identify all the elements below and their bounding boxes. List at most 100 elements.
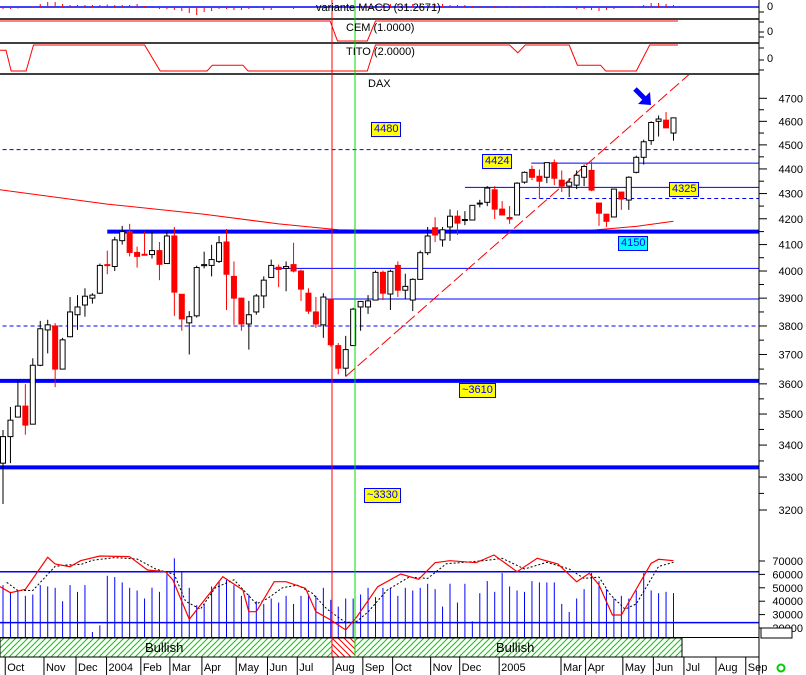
candle (506, 206, 513, 224)
candle-body (178, 293, 185, 320)
candle-body (67, 311, 74, 338)
month-label: Jul (686, 662, 700, 674)
candle (558, 170, 565, 193)
candle-body (305, 292, 312, 312)
candle (603, 213, 610, 227)
candle-body (439, 229, 446, 241)
candle (461, 211, 468, 226)
candle-body (335, 345, 342, 369)
candle-body (268, 264, 275, 278)
level-label-4424: 4424 (482, 154, 513, 169)
candle (81, 288, 88, 317)
scale-widget[interactable] (760, 627, 793, 639)
candle-body (134, 251, 141, 257)
candle-body (81, 295, 88, 306)
trend-strip (0, 637, 683, 658)
candle (424, 226, 431, 256)
price-plot-area (0, 75, 759, 504)
candle (536, 169, 543, 199)
candle-body (298, 270, 304, 290)
month-label: Nov (433, 662, 453, 674)
candle (342, 335, 349, 377)
oscillator-tick-label: 30000 (772, 610, 803, 622)
candle (119, 225, 126, 245)
candle (0, 430, 6, 504)
candle (67, 297, 74, 338)
status-indicator-icon (776, 663, 786, 673)
candle (618, 191, 625, 210)
candle-body (96, 264, 103, 294)
candle (469, 204, 476, 221)
candle (305, 288, 312, 314)
candle (573, 170, 580, 190)
candle (163, 231, 170, 265)
candle-body (119, 231, 126, 242)
candle-body (290, 264, 297, 272)
candle (89, 293, 96, 304)
candle-body (275, 266, 282, 270)
oscillator-tick-label: 70000 (772, 556, 803, 568)
candle (126, 223, 133, 257)
candle (499, 201, 506, 216)
candle-body (663, 119, 670, 129)
candle-body (625, 176, 632, 201)
candle (633, 155, 640, 174)
candle-body (372, 271, 379, 301)
candle (588, 161, 595, 192)
candle (268, 259, 275, 278)
trend-label-right: Bullish (496, 640, 535, 655)
month-label: Sep (365, 662, 385, 674)
cem-panel (0, 20, 678, 42)
price-panel: 4700 4600 4500 4400 4300 4200 4100 4000 3900 3800… (0, 75, 803, 517)
candle (96, 263, 103, 295)
price-tick-label: 3700 (779, 350, 803, 362)
month-label: Oct (7, 662, 24, 674)
candle (491, 186, 498, 220)
macd-label: variante MACD (31.2671) (316, 2, 441, 14)
trendline (345, 75, 690, 377)
candle-body (469, 204, 476, 221)
candle-body (402, 285, 409, 291)
candle-body (394, 264, 401, 291)
candle (7, 407, 14, 464)
candle (171, 226, 178, 316)
candle (625, 176, 632, 210)
candle (454, 210, 461, 235)
candle (59, 337, 66, 370)
candle (283, 261, 290, 292)
candle-body (454, 215, 461, 224)
price-tick-label: 4400 (779, 164, 803, 176)
candle-body (7, 419, 14, 438)
moving-average-line (0, 189, 674, 233)
candle (29, 358, 36, 425)
candle-body (283, 265, 290, 269)
tito-panel (0, 44, 764, 72)
candle-body (223, 241, 230, 275)
candle (514, 182, 521, 216)
candle-body (543, 162, 550, 178)
candle-body (260, 279, 267, 297)
candle-body (245, 314, 252, 325)
candle-body (670, 117, 677, 134)
candle-body (149, 250, 155, 256)
month-label: Mar (563, 662, 582, 674)
candle-body (216, 242, 223, 262)
candle (670, 117, 677, 141)
candle-body (44, 324, 51, 331)
candle-body (37, 328, 44, 366)
candle (350, 307, 357, 347)
candle (186, 311, 193, 355)
candle-body (59, 339, 66, 370)
candle-body (312, 311, 319, 325)
month-label: Apr (204, 662, 221, 674)
candle (104, 250, 111, 275)
month-label: Jul (299, 662, 313, 674)
candle (223, 229, 230, 311)
candle (149, 231, 155, 259)
candle-body (171, 235, 178, 293)
candle-body (447, 215, 453, 228)
candle (439, 226, 446, 247)
candle-body (89, 294, 96, 299)
